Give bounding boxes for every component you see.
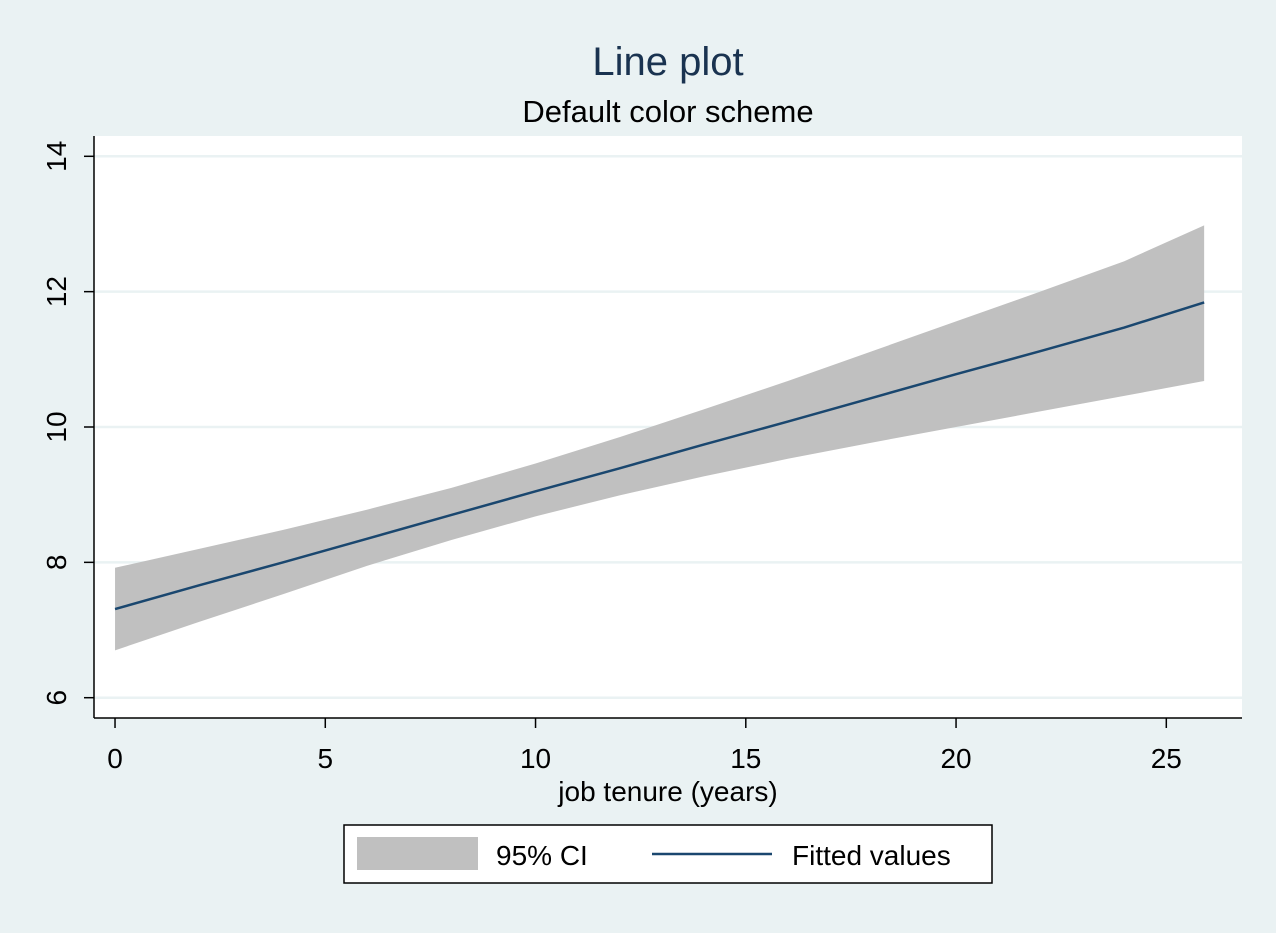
x-tick-label: 15 (730, 743, 761, 774)
y-tick-label: 10 (41, 411, 72, 442)
chart-subtitle: Default color scheme (522, 94, 813, 129)
y-ticks: 6 8 10 12 14 (41, 141, 94, 706)
y-tick-label: 8 (41, 555, 72, 571)
ci-band-layer (115, 225, 1205, 651)
legend-label-fitted: Fitted values (792, 840, 951, 871)
ci-band (115, 225, 1205, 651)
chart-title: Line plot (592, 40, 743, 84)
x-tick-label: 5 (317, 743, 333, 774)
legend: 95% CI Fitted values (343, 824, 993, 884)
legend-swatch-ci (357, 837, 478, 870)
legend-label-ci: 95% CI (496, 840, 588, 871)
fitted-values-line (114, 301, 1205, 611)
x-tick-label: 20 (940, 743, 971, 774)
x-ticks: 0 5 10 15 20 25 (107, 718, 1182, 774)
y-tick-label: 6 (41, 690, 72, 706)
x-axis-label: job tenure (years) (557, 776, 777, 807)
x-tick-label: 25 (1151, 743, 1182, 774)
x-tick-label: 10 (520, 743, 551, 774)
fitted-line-layer (114, 301, 1205, 611)
y-tick-label: 12 (41, 276, 72, 307)
y-tick-label: 14 (41, 141, 72, 172)
x-tick-label: 0 (107, 743, 123, 774)
